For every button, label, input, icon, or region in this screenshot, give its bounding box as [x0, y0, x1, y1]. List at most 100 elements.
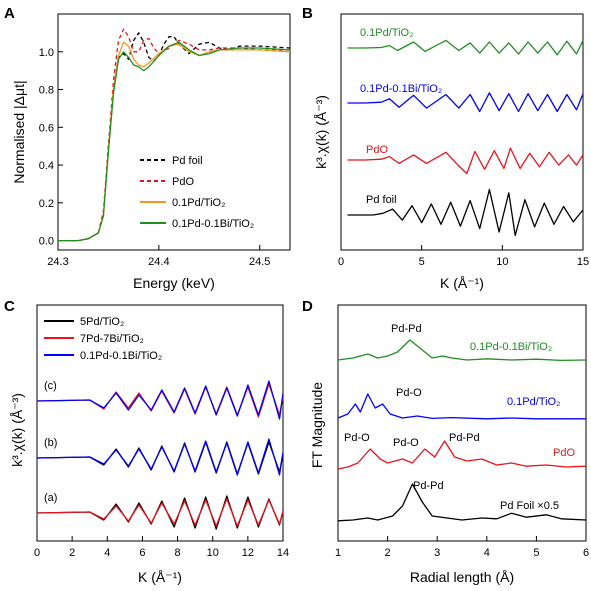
panel-a-xtick-label: 24.3 [47, 256, 68, 268]
panel-c-series-line [36, 380, 284, 420]
panel-a-legend-label: PdO [172, 176, 194, 188]
panel-d-annotation: Pd-O [344, 432, 370, 444]
panel-a-series-line [58, 41, 291, 242]
panel-d-series-label: PdO [553, 447, 575, 459]
panel-d-ticks: 1 2 3 4 5 6 [335, 536, 589, 559]
panel-d: D 1 2 3 4 5 6 0.1Pd-0.1Bi/TiO₂ 0.1Pd/TiO₂ PdO Pd… [302, 298, 589, 585]
panel-a-series-line [58, 32, 291, 242]
panel-c-xtick-label: 2 [69, 547, 75, 559]
panel-c-legend-label: 7Pd-7Bi/TiO₂ [80, 333, 144, 345]
panel-b: B 0 5 10 15 0.1Pd/TiO₂ 0.1Pd-0.1Bi/TiO₂ PdO Pd… [302, 5, 589, 291]
panel-d-series-line [337, 339, 587, 362]
panel-d-xtick-label: 6 [583, 547, 589, 559]
panel-c-xlabel: K (Å⁻¹) [138, 569, 182, 585]
panel-c-xtick-label: 14 [277, 547, 289, 559]
panel-a-xtick-label: 24.5 [249, 256, 270, 268]
panel-c-xtick-label: 0 [34, 547, 40, 559]
panel-c-ylabel: k³.χ(k) (Å⁻³) [9, 393, 25, 467]
panel-a-ytick-label: 0.8 [39, 85, 54, 97]
panel-d-series-label: Pd Foil ×0.5 [500, 500, 559, 512]
panel-d-xtick-label: 5 [533, 547, 539, 559]
panel-b-xlabel: K (Å⁻¹) [440, 275, 484, 291]
panel-b-frame [340, 13, 584, 251]
panel-a-series-line [58, 41, 291, 242]
panel-a-ytick-label: 0.4 [39, 160, 54, 172]
panel-b-series-line [347, 92, 584, 113]
panel-c-xtick-label: 6 [139, 547, 145, 559]
panel-c-xtick-label: 8 [175, 547, 181, 559]
panel-a-ylabel: Normalised |Δμt| [11, 80, 27, 183]
panel-c-xtick-label: 12 [242, 547, 254, 559]
panel-a-frame [57, 13, 291, 251]
panel-c-xtick-label: 10 [207, 547, 219, 559]
panel-b-series-label: 0.1Pd/TiO₂ [360, 27, 413, 39]
panel-d-annotation: Pd-Pd [391, 323, 422, 335]
panel-d-frame [337, 304, 587, 542]
panel-c-xtick-label: 4 [104, 547, 110, 559]
panel-d-xlabel: Radial length (Å) [410, 569, 514, 585]
panel-a: A 24.3 24.4 24.5 0.0 0.2 0.4 0.6 0.8 1.0 Pd foil… [4, 5, 291, 291]
panel-d-ylabel: FT Magnitude [309, 382, 325, 468]
panel-a-xlabel: Energy (keV) [133, 275, 215, 291]
panel-d-annotation: Pd-O [393, 437, 419, 449]
panel-d-letter: D [302, 298, 313, 315]
panel-c-ticks: 0 2 4 6 8 10 12 14 [34, 536, 289, 559]
panel-b-series-label: 0.1Pd-0.1Bi/TiO₂ [360, 83, 442, 95]
panel-d-xtick-label: 4 [484, 547, 490, 559]
panel-d-series-line [337, 483, 587, 522]
panel-b-ylabel: k³.χ(k) (Å⁻³) [313, 95, 329, 169]
panel-c-legend-label: 0.1Pd-0.1Bi/TiO₂ [80, 350, 162, 362]
panel-d-series-line [337, 440, 587, 470]
panel-a-xtick-label: 24.4 [148, 256, 169, 268]
panel-c-group-marker: (a) [44, 492, 57, 504]
panel-a-ticks: 24.3 24.4 24.5 0.0 0.2 0.4 0.6 0.8 1.0 [39, 47, 271, 268]
panel-d-traces [337, 339, 587, 522]
panel-b-series-line [347, 188, 584, 237]
panel-b-series-line [347, 39, 584, 56]
panel-c-series-line [36, 498, 284, 527]
panel-b-series-line [347, 147, 584, 175]
panel-d-annotation: Pd-O [396, 387, 422, 399]
panel-c-group-marker: (c) [44, 380, 57, 392]
panel-a-traces [58, 28, 291, 242]
panel-b-xtick-label: 15 [577, 256, 589, 268]
panel-b-xtick-label: 0 [338, 256, 344, 268]
panel-b-xtick-label: 10 [496, 256, 508, 268]
panel-d-xtick-label: 3 [434, 547, 440, 559]
panel-a-legend-label: 0.1Pd/TiO₂ [172, 197, 225, 209]
panel-d-series-label: 0.1Pd-0.1Bi/TiO₂ [470, 341, 552, 353]
panel-c-legend: 5Pd/TiO₂ 7Pd-7Bi/TiO₂ 0.1Pd-0.1Bi/TiO₂ [44, 316, 162, 362]
panel-b-series-label: Pd foil [366, 194, 397, 206]
panel-c-traces [36, 380, 284, 530]
panel-d-annotation: Pd-Pd [413, 480, 444, 492]
panel-d-annotations: Pd-Pd Pd-O Pd-O Pd-O Pd-Pd Pd-Pd [344, 323, 480, 492]
panel-a-ytick-label: 0.0 [39, 236, 54, 248]
panel-d-series-line [337, 393, 586, 420]
panel-b-xtick-label: 5 [419, 256, 425, 268]
panel-d-series-labels: 0.1Pd-0.1Bi/TiO₂ 0.1Pd/TiO₂ PdO Pd Foil ×0.… [470, 341, 575, 512]
panel-d-xtick-label: 2 [385, 547, 391, 559]
panel-c-group-marker: (b) [44, 437, 57, 449]
panel-c: C 0 2 4 6 8 10 12 14 5Pd/TiO₂ 7Pd-7Bi/TiO₂ 0.1Pd-… [4, 298, 289, 585]
panel-a-legend-label: 0.1Pd-0.1Bi/TiO₂ [172, 218, 254, 230]
panel-d-annotation: Pd-Pd [449, 432, 480, 444]
panel-b-letter: B [302, 5, 313, 22]
panel-a-letter: A [4, 5, 15, 22]
panel-c-group-markers: (c) (b) (a) [44, 380, 57, 504]
panel-a-ytick-label: 1.0 [39, 47, 54, 59]
panel-b-series-label: PdO [366, 144, 388, 156]
panel-c-frame [36, 304, 284, 542]
panel-c-series-line [36, 438, 284, 476]
panel-d-xtick-label: 1 [335, 547, 341, 559]
panel-b-traces [347, 39, 584, 237]
panel-a-legend: Pd foil PdO 0.1Pd/TiO₂ 0.1Pd-0.1Bi/TiO₂ [140, 155, 254, 230]
panel-b-series-labels: 0.1Pd/TiO₂ 0.1Pd-0.1Bi/TiO₂ PdO Pd foil [360, 27, 442, 206]
panel-c-letter: C [4, 298, 15, 315]
panel-b-ticks: 0 5 10 15 [338, 245, 589, 268]
panel-a-ytick-label: 0.6 [39, 122, 54, 134]
panel-a-legend-label: Pd foil [172, 155, 203, 167]
panel-d-series-label: 0.1Pd/TiO₂ [507, 396, 560, 408]
panel-a-ytick-label: 0.2 [39, 198, 54, 210]
panel-c-legend-label: 5Pd/TiO₂ [80, 316, 124, 328]
